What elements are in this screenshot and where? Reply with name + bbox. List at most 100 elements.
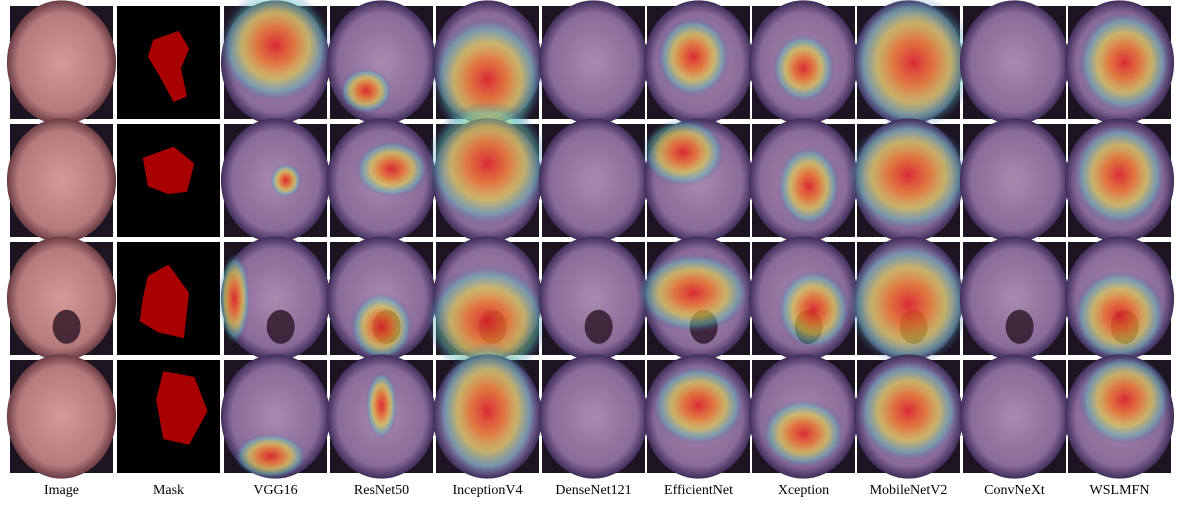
- column-label: Xception: [778, 483, 829, 498]
- column-label: Mask: [153, 483, 184, 498]
- grid-cell: [748, 118, 859, 243]
- heatmap-spot: [846, 118, 971, 232]
- heatmap-spot: [1078, 11, 1171, 114]
- heatmap-spot: [366, 371, 397, 440]
- grid-cell: [220, 354, 331, 479]
- grid-cell: [220, 118, 331, 243]
- grid-cell: [538, 0, 649, 125]
- grid-cell: [959, 118, 1070, 243]
- column-label: EfficientNet: [664, 483, 733, 498]
- endoscopy-image: [959, 236, 1070, 361]
- grid-cell: [6, 118, 117, 243]
- lumen: [52, 309, 81, 344]
- column-label: WSLMFN: [1090, 483, 1150, 498]
- heatmap-spot: [1073, 124, 1166, 226]
- column-labels: Image Mask VGG16 ResNet50 InceptionV4 DenseNe…: [44, 483, 1149, 498]
- endoscopy-image: [959, 354, 1070, 479]
- grid-cell: [326, 118, 437, 243]
- grid-cell: [1064, 0, 1175, 125]
- grid-cell: [425, 101, 550, 243]
- endoscopy-image: [959, 118, 1070, 243]
- column-label: InceptionV4: [453, 483, 523, 498]
- heatmap-spot: [652, 365, 745, 445]
- column-label: VGG16: [253, 483, 297, 498]
- mask-region: [142, 146, 195, 195]
- heatmap-spot: [350, 292, 413, 361]
- column-label: ConvNeXt: [984, 483, 1045, 498]
- grid-cell: [643, 354, 754, 479]
- mask-region: [156, 371, 208, 445]
- grid-cell: [636, 236, 754, 361]
- image-grid: [6, 0, 1175, 479]
- grid-cell: [853, 354, 964, 479]
- heatmap-spot: [846, 242, 971, 367]
- grid-cell: [326, 236, 437, 361]
- endoscopy-image: [220, 236, 331, 361]
- endoscopy-image: [538, 118, 649, 243]
- grid-cell: [846, 118, 971, 243]
- grid-cell: [851, 0, 976, 131]
- grid-cell: [6, 354, 117, 479]
- heatmap-spot: [851, 0, 976, 131]
- grid-cell: [1064, 236, 1175, 361]
- endoscopy-image: [6, 236, 117, 361]
- heatmap-spot: [1073, 270, 1166, 361]
- grid-cell: [748, 354, 859, 479]
- grid-cell: [959, 0, 1070, 125]
- heatmap-spot: [355, 140, 428, 198]
- grid-cell: [117, 124, 220, 237]
- lumen: [266, 309, 295, 344]
- heatmap-spot: [1078, 354, 1171, 445]
- heatmap-spot: [436, 343, 539, 479]
- lumen: [584, 309, 613, 344]
- heatmap-spot: [777, 146, 840, 226]
- heatmap-spot: [340, 68, 392, 114]
- grid-cell: [643, 0, 754, 125]
- grid-cell: [538, 354, 649, 479]
- grid-cell: [538, 236, 649, 361]
- grid-cell: [326, 354, 437, 479]
- grid-cell: [6, 0, 117, 125]
- heatmap-spot: [657, 17, 730, 97]
- grid-cell: [641, 118, 754, 243]
- grid-cell: [432, 343, 543, 479]
- grid-cell: [6, 236, 117, 361]
- mask-region: [147, 30, 190, 102]
- heatmap-spot: [234, 433, 307, 479]
- endoscopy-image: [6, 354, 117, 479]
- endoscopy-image: [6, 118, 117, 243]
- heatmap-spot: [857, 360, 960, 462]
- endoscopy-image: [538, 354, 649, 479]
- heatmap-spot: [425, 101, 550, 226]
- column-label: Image: [44, 483, 79, 498]
- heatmap-spot: [762, 399, 845, 468]
- heatmap-spot: [777, 270, 850, 350]
- grid-cell: [117, 360, 220, 473]
- heatmap-spot: [218, 253, 250, 344]
- heatmap-spot: [641, 118, 725, 187]
- grid-cell: [117, 6, 220, 119]
- heatmap-spot: [218, 0, 333, 103]
- grid-cell: [538, 118, 649, 243]
- column-label: ResNet50: [354, 483, 409, 498]
- grid-cell: [326, 0, 437, 125]
- grid-cell: [846, 236, 971, 367]
- grid-cell: [959, 236, 1070, 361]
- lumen: [1005, 309, 1034, 344]
- grid-cell: [425, 236, 550, 378]
- endoscopy-image: [6, 0, 117, 125]
- column-label: DenseNet121: [555, 483, 631, 498]
- grid-cell: [748, 236, 859, 361]
- grid-cell: [959, 354, 1070, 479]
- heatmap-spot: [636, 253, 750, 333]
- grid-cell: [218, 0, 333, 125]
- column-label: MobileNetV2: [870, 483, 948, 498]
- endoscopy-image: [538, 0, 649, 125]
- heatmap-spot: [772, 34, 835, 103]
- mask-region: [139, 264, 190, 339]
- grid-cell: [748, 0, 859, 125]
- grid-cell: [1064, 118, 1175, 243]
- grid-cell: [1064, 354, 1175, 479]
- heatmap-spot: [270, 163, 302, 198]
